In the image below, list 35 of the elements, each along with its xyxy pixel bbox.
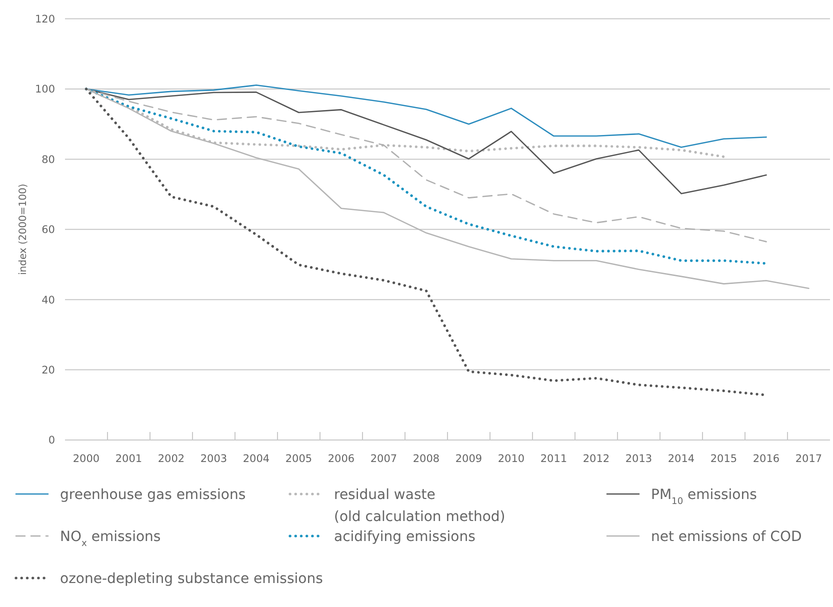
y-tick-label: 80 <box>42 154 55 166</box>
x-tick-label: 2011 <box>540 453 568 465</box>
x-tick-label: 2005 <box>285 453 312 465</box>
y-axis-title: index (2000=100) <box>18 184 29 276</box>
x-tick-label: 2013 <box>625 453 652 465</box>
x-tick-label: 2014 <box>668 453 695 465</box>
x-tick-label: 2012 <box>582 453 610 465</box>
x-tick-label: 2015 <box>710 453 738 465</box>
y-tick-label: 20 <box>42 364 55 376</box>
y-tick-label: 40 <box>42 294 55 306</box>
x-tick-label: 2003 <box>200 453 228 465</box>
legend-label: NO$_{x}$ emissions <box>60 528 161 549</box>
x-tick-label: 2000 <box>72 453 100 465</box>
legend-label: residual waste (old calculation method) <box>334 486 506 525</box>
legend-label: acidifying emissions <box>334 528 476 545</box>
line-series <box>86 88 810 290</box>
x-tick-label: 2007 <box>370 453 398 465</box>
x-tick-label: 2008 <box>412 453 440 465</box>
y-tick-label: 0 <box>48 434 55 447</box>
x-tick-label: 2016 <box>752 453 780 465</box>
x-tick-label: 2001 <box>115 453 142 465</box>
legend-label: ozone-depleting substance emissions <box>60 570 323 587</box>
x-tick-label: 2010 <box>498 453 525 465</box>
line-series <box>86 84 767 148</box>
y-tick-label: 100 <box>34 84 55 96</box>
legend-label: net emissions of COD <box>651 528 802 545</box>
x-tick-label: 2002 <box>158 453 185 465</box>
x-tick-label: 2004 <box>242 453 270 465</box>
y-tick-label: 120 <box>34 13 55 26</box>
x-tick-label: 2006 <box>328 453 355 465</box>
x-tick-label: 2017 <box>795 453 822 465</box>
legend-label: PM$_{10}$ emissions <box>651 486 757 507</box>
legend-label: greenhouse gas emissions <box>60 486 246 503</box>
x-tick-label: 2009 <box>455 453 482 465</box>
y-tick-label: 60 <box>42 224 55 236</box>
